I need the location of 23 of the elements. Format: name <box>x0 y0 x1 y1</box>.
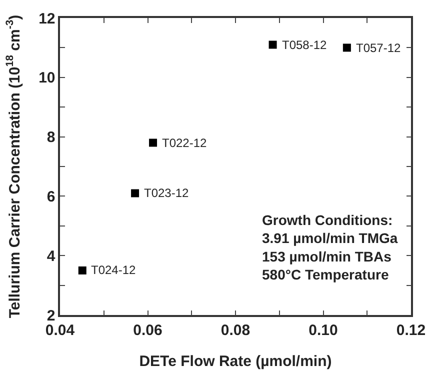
y-tick-label: 8 <box>46 129 56 146</box>
x-axis-title: DETe Flow Rate (µmol/min) <box>139 353 332 370</box>
point <box>131 189 140 198</box>
x-tick-label: 0.06 <box>133 322 162 339</box>
y-tick-label: 4 <box>46 248 56 265</box>
point <box>342 44 351 52</box>
x-tick-label: 0.04 <box>45 322 76 339</box>
point <box>149 138 158 147</box>
y-tick-label: 6 <box>46 188 56 206</box>
point <box>268 40 277 49</box>
y-tick-label: 2 <box>46 307 56 324</box>
x-tick-label: 0.10 <box>308 322 338 339</box>
annotation: T024-12 <box>91 263 136 277</box>
annotation: T057-12 <box>356 41 402 55</box>
x-tick-label: 0.08 <box>220 322 250 339</box>
y-tick-label: 10 <box>38 70 56 87</box>
y-tick-label: 12 <box>38 10 56 28</box>
annotation: T023-12 <box>144 186 190 200</box>
annotation: Growth Conditions: 3.91 µmol/min TMGa 153 µmol/min TBAs 580°C Temperature <box>262 212 398 283</box>
point <box>78 266 86 274</box>
annotation: T022-12 <box>162 136 208 150</box>
annotation: T058-12 <box>282 38 328 52</box>
x-tick-label: 0.12 <box>396 322 426 339</box>
